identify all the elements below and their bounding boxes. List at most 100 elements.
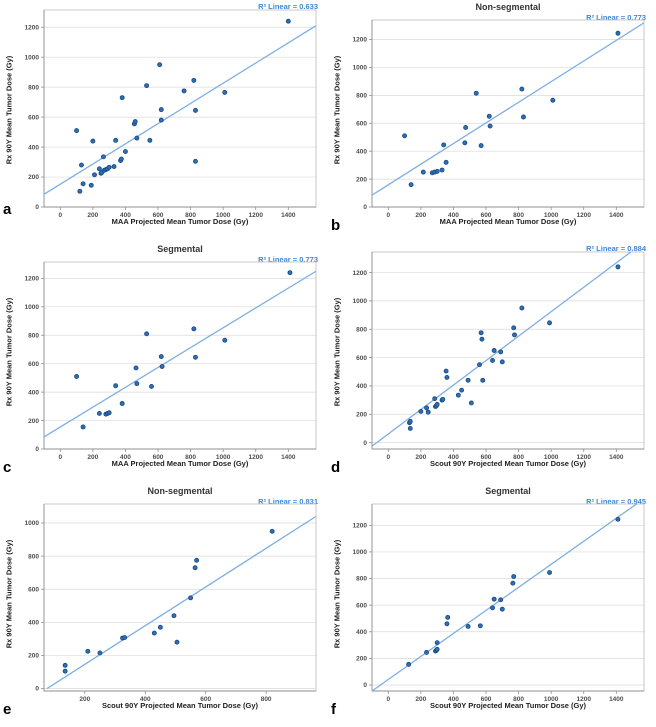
svg-text:200: 200 [79, 696, 90, 703]
r2-annotation: R² Linear = 0.945 [586, 497, 646, 506]
x-axis-label: MAA Projected Mean Tumor Dose (Gy) [111, 459, 249, 468]
svg-text:1200: 1200 [249, 212, 264, 219]
panel-b: Non-segmental R² Linear = 0.773 Rx 90Y M… [328, 0, 656, 242]
scatter-plot: 0 200 400 600 800 1000 1200 1400 0 200 400 600 800 10… [25, 261, 317, 461]
svg-text:600: 600 [356, 120, 367, 127]
svg-text:800: 800 [513, 212, 524, 219]
svg-text:1200: 1200 [353, 270, 368, 277]
svg-text:800: 800 [28, 553, 39, 560]
scatter-plot: 0 200 400 600 800 1000 1200 1400 0 200 400 600 800 10… [353, 19, 645, 219]
svg-text:400: 400 [448, 212, 459, 219]
svg-text:1000: 1000 [353, 65, 368, 72]
svg-text:1400: 1400 [609, 696, 624, 703]
svg-text:1000: 1000 [216, 212, 231, 219]
svg-text:400: 400 [120, 454, 131, 461]
svg-text:0: 0 [58, 454, 62, 461]
svg-text:1000: 1000 [25, 304, 40, 311]
panel-letter: d [331, 459, 341, 476]
svg-text:1200: 1200 [577, 212, 592, 219]
svg-text:1400: 1400 [281, 212, 296, 219]
svg-text:200: 200 [415, 696, 426, 703]
svg-text:600: 600 [153, 454, 164, 461]
svg-text:200: 200 [356, 411, 367, 418]
svg-text:1200: 1200 [577, 696, 592, 703]
svg-text:200: 200 [28, 418, 39, 425]
svg-text:1400: 1400 [281, 454, 296, 461]
svg-text:600: 600 [481, 696, 492, 703]
panel-title: Non-segmental [475, 2, 541, 12]
svg-text:800: 800 [28, 84, 39, 91]
panel-title: Non-segmental [147, 486, 213, 496]
r2-annotation: R² Linear = 0.831 [258, 497, 318, 506]
svg-text:400: 400 [356, 629, 367, 636]
scatter-plot: 200 400 600 800 0 200 400 600 800 1000 [25, 503, 317, 703]
svg-text:1000: 1000 [25, 520, 40, 527]
svg-text:800: 800 [185, 454, 196, 461]
x-axis-label: MAA Projected Mean Tumor Dose (Gy) [111, 217, 249, 226]
panel-d: R² Linear = 0.884 Rx 90Y Mean Tumor Dose… [328, 242, 656, 484]
svg-text:800: 800 [356, 326, 367, 333]
svg-text:200: 200 [415, 212, 426, 219]
x-axis-label: Scout 90Y Projected Mean Tumor Dose (Gy) [101, 701, 258, 710]
panel-c: Segmental R² Linear = 0.773 Rx 90Y Mean … [0, 242, 328, 484]
svg-text:1000: 1000 [25, 54, 40, 61]
panel-letter: e [3, 701, 12, 718]
panel-e: Non-segmental R² Linear = 0.831 Rx 90Y M… [0, 484, 328, 727]
svg-text:0: 0 [58, 212, 62, 219]
svg-text:800: 800 [356, 576, 367, 583]
svg-text:1000: 1000 [544, 212, 559, 219]
x-axis-label: Scout 90Y Projected Mean Tumor Dose (Gy) [429, 701, 586, 710]
svg-text:400: 400 [120, 212, 131, 219]
svg-text:600: 600 [200, 696, 211, 703]
svg-text:400: 400 [140, 696, 151, 703]
svg-text:1200: 1200 [353, 522, 368, 529]
svg-text:200: 200 [87, 212, 98, 219]
scatter-plot: 0 200 400 600 800 1000 1200 1400 0 200 400 600 800 10… [25, 9, 317, 219]
svg-text:1200: 1200 [577, 454, 592, 461]
svg-text:1200: 1200 [249, 454, 264, 461]
svg-text:1400: 1400 [609, 454, 624, 461]
svg-text:400: 400 [448, 454, 459, 461]
svg-text:400: 400 [28, 144, 39, 151]
svg-text:600: 600 [356, 602, 367, 609]
r2-annotation: R² Linear = 0.633 [258, 2, 318, 11]
r2-annotation: R² Linear = 0.884 [586, 244, 646, 253]
svg-text:800: 800 [185, 212, 196, 219]
svg-text:0: 0 [386, 454, 390, 461]
panel-letter: f [331, 701, 336, 718]
svg-text:600: 600 [481, 212, 492, 219]
svg-text:1000: 1000 [544, 454, 559, 461]
svg-text:0: 0 [363, 204, 367, 211]
svg-text:1000: 1000 [216, 454, 231, 461]
svg-text:200: 200 [356, 176, 367, 183]
panel-letter: a [3, 201, 12, 218]
svg-text:600: 600 [356, 355, 367, 362]
svg-text:600: 600 [153, 212, 164, 219]
svg-text:800: 800 [356, 93, 367, 100]
svg-text:1200: 1200 [353, 37, 368, 44]
svg-text:1200: 1200 [25, 276, 40, 283]
svg-text:200: 200 [87, 454, 98, 461]
panel-letter: c [3, 459, 12, 476]
svg-text:0: 0 [363, 440, 367, 447]
svg-text:400: 400 [28, 389, 39, 396]
svg-text:600: 600 [481, 454, 492, 461]
svg-text:200: 200 [28, 174, 39, 181]
panel-letter: b [331, 217, 341, 234]
panel-title: Segmental [157, 244, 203, 254]
svg-text:800: 800 [261, 696, 272, 703]
svg-text:1400: 1400 [609, 212, 624, 219]
svg-text:800: 800 [513, 454, 524, 461]
svg-text:1000: 1000 [353, 298, 368, 305]
svg-text:400: 400 [356, 148, 367, 155]
svg-text:1000: 1000 [544, 696, 559, 703]
x-axis-label: MAA Projected Mean Tumor Dose (Gy) [439, 217, 577, 226]
svg-text:200: 200 [415, 454, 426, 461]
svg-text:0: 0 [35, 204, 39, 211]
panel-title: Segmental [485, 486, 531, 496]
svg-text:400: 400 [448, 696, 459, 703]
panel-a: R² Linear = 0.633 Rx 90Y Mean Tumor Dose… [0, 0, 328, 242]
svg-text:0: 0 [386, 212, 390, 219]
svg-text:400: 400 [356, 383, 367, 390]
